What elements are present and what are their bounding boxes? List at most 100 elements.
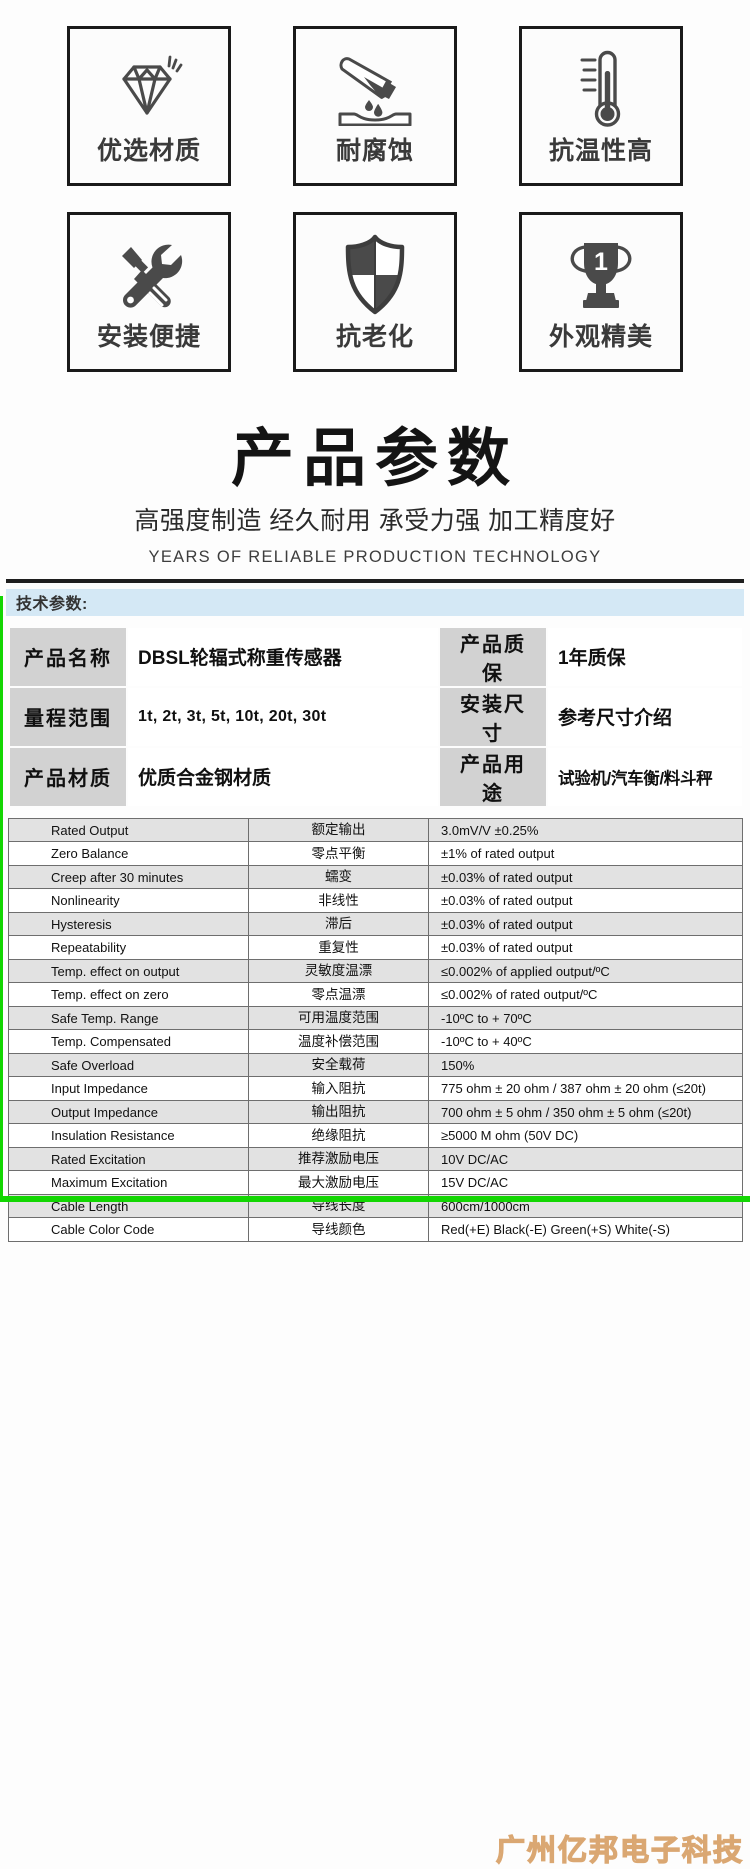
spec-name-cn: 蠕变 bbox=[248, 864, 429, 890]
spec-name-cn: 绝缘阻抗 bbox=[248, 1123, 429, 1148]
table-row: Nonlinearity 非线性 ±0.03% of rated output bbox=[8, 888, 743, 913]
feature-label: 抗老化 bbox=[335, 323, 414, 351]
tools-icon bbox=[109, 229, 189, 321]
spec-value: ±1% of rated output bbox=[428, 841, 743, 866]
info-key: 量程范围 bbox=[8, 685, 128, 748]
spec-name-cn: 最大激励电压 bbox=[248, 1170, 429, 1195]
test-tube-icon bbox=[334, 43, 416, 135]
spec-name-en: Zero Balance bbox=[8, 841, 249, 866]
thermometer-icon bbox=[570, 43, 632, 135]
feature-label: 外观精美 bbox=[548, 323, 653, 351]
spec-name-cn: 推荐激励电压 bbox=[248, 1146, 429, 1172]
spec-value: ≤0.002% of rated output/ºC bbox=[428, 982, 743, 1007]
spec-value: ≥5000 M ohm (50V DC) bbox=[428, 1123, 743, 1148]
spec-name-en: Input Impedance bbox=[8, 1076, 249, 1101]
spec-value: Red(+E) Black(-E) Green(+S) White(-S) bbox=[428, 1217, 743, 1242]
feature-label: 优选材质 bbox=[96, 137, 201, 165]
info-key: 产品材质 bbox=[8, 745, 128, 808]
table-row: Temp. effect on zero 零点温漂 ≤0.002% of rated… bbox=[8, 982, 743, 1007]
spec-value: ±0.03% of rated output bbox=[428, 888, 743, 913]
spec-value: ±0.03% of rated output bbox=[428, 935, 743, 960]
feature-row-1: 优选材质 耐腐蚀 bbox=[67, 26, 683, 186]
spec-name-cn: 安全载荷 bbox=[248, 1052, 429, 1078]
info-key: 安装尺寸 bbox=[438, 685, 548, 748]
info-value: 优质合金钢材质 bbox=[126, 745, 440, 808]
spec-name-en: Temp. Compensated bbox=[8, 1029, 249, 1054]
table-row: 产品材质 优质合金钢材质 产品用途 试验机/汽车衡/料斗秤 bbox=[8, 745, 744, 808]
spec-name-cn: 灵敏度温漂 bbox=[248, 958, 429, 984]
spec-name-cn: 零点平衡 bbox=[248, 841, 429, 866]
spec-name-en: Creep after 30 minutes bbox=[8, 864, 249, 890]
feature-label: 抗温性高 bbox=[548, 137, 653, 165]
shield-icon bbox=[340, 229, 410, 321]
feature-card-anti-aging[interactable]: 抗老化 bbox=[293, 212, 457, 372]
page-title: 产品参数 bbox=[231, 424, 519, 494]
table-row: Input Impedance 输入阻抗 775 ohm ± 20 ohm / 38… bbox=[8, 1076, 743, 1101]
info-key: 产品质保 bbox=[438, 625, 548, 688]
info-value: 1t, 2t, 3t, 5t, 10t, 20t, 30t bbox=[126, 685, 440, 748]
spec-value: 15V DC/AC bbox=[428, 1170, 743, 1195]
svg-text:1: 1 bbox=[594, 248, 608, 276]
info-value: 参考尺寸介绍 bbox=[546, 685, 744, 748]
feature-row-2: 安装便捷 bbox=[67, 212, 683, 372]
table-row: Zero Balance 零点平衡 ±1% of rated output bbox=[8, 841, 743, 866]
feature-card-easy-install[interactable]: 安装便捷 bbox=[67, 212, 231, 372]
info-key: 产品名称 bbox=[8, 625, 128, 688]
spec-name-en: Nonlinearity bbox=[8, 888, 249, 913]
table-row: Output Impedance 输出阻抗 700 ohm ± 5 ohm / 35… bbox=[8, 1099, 743, 1125]
spec-value: ±0.03% of rated output bbox=[428, 911, 743, 937]
spec-name-en: Temp. effect on output bbox=[8, 958, 249, 984]
diamond-icon bbox=[112, 43, 186, 135]
table-row: Rated Output 额定输出 3.0mV/V ±0.25% bbox=[8, 817, 743, 843]
table-row: Safe Overload 安全载荷 150% bbox=[8, 1052, 743, 1078]
spec-name-cn: 输入阻抗 bbox=[248, 1076, 429, 1101]
table-row: Cable Color Code 导线颜色 Red(+E) Black(-E) Gr… bbox=[8, 1217, 743, 1242]
spec-name-cn: 可用温度范围 bbox=[248, 1005, 429, 1031]
spec-name-cn: 温度补偿范围 bbox=[248, 1029, 429, 1054]
spec-value: 3.0mV/V ±0.25% bbox=[428, 817, 743, 843]
spec-name-en: Safe Temp. Range bbox=[8, 1005, 249, 1031]
section-bar-label: 技术参数: bbox=[16, 596, 88, 614]
product-info-table: 产品名称 DBSL轮辐式称重传感器 产品质保 1年质保 量程范围 1t, 2t,… bbox=[8, 625, 744, 808]
spec-name-cn: 滞后 bbox=[248, 911, 429, 937]
spec-name-cn: 导线颜色 bbox=[248, 1217, 429, 1242]
spec-name-en: Rated Output bbox=[8, 817, 249, 843]
table-row: Temp. Compensated 温度补偿范围 -10ºC to + 40ºC bbox=[8, 1029, 743, 1054]
english-tagline: YEARS OF RELIABLE PRODUCTION TECHNOLOGY bbox=[148, 547, 602, 566]
table-row: Safe Temp. Range 可用温度范围 -10ºC to + 70ºC bbox=[8, 1005, 743, 1031]
spec-name-en: Maximum Excitation bbox=[8, 1170, 249, 1195]
table-row: Hysteresis 滞后 ±0.03% of rated output bbox=[8, 911, 743, 937]
trophy-icon: 1 bbox=[561, 229, 641, 321]
table-row: Maximum Excitation 最大激励电压 15V DC/AC bbox=[8, 1170, 743, 1195]
spec-name-en: Cable Color Code bbox=[8, 1217, 249, 1242]
spec-name-en: Hysteresis bbox=[8, 911, 249, 937]
table-row: 产品名称 DBSL轮辐式称重传感器 产品质保 1年质保 bbox=[8, 625, 744, 688]
spec-name-cn: 非线性 bbox=[248, 888, 429, 913]
specification-table: Rated Output 额定输出 3.0mV/V ±0.25% Zero Balan… bbox=[8, 817, 743, 1242]
table-row: Repeatability 重复性 ±0.03% of rated output bbox=[8, 935, 743, 960]
spec-value: 775 ohm ± 20 ohm / 387 ohm ± 20 ohm (≤20… bbox=[428, 1076, 743, 1101]
feature-card-fine-appearance[interactable]: 1 外观精美 bbox=[519, 212, 683, 372]
spec-value: ±0.03% of rated output bbox=[428, 864, 743, 890]
bottom-accent-bar bbox=[0, 1196, 750, 1202]
spec-name-en: Output Impedance bbox=[8, 1099, 249, 1125]
spec-name-en: Temp. effect on zero bbox=[8, 982, 249, 1007]
title-divider bbox=[6, 578, 744, 583]
spec-name-en: Rated Excitation bbox=[8, 1146, 249, 1172]
feature-card-corrosion-resistant[interactable]: 耐腐蚀 bbox=[293, 26, 457, 186]
specification-table-body: Rated Output 额定输出 3.0mV/V ±0.25% Zero Balan… bbox=[8, 817, 743, 1242]
left-accent-bar bbox=[0, 596, 3, 1196]
feature-card-premium-material[interactable]: 优选材质 bbox=[67, 26, 231, 186]
spec-name-en: Repeatability bbox=[8, 935, 249, 960]
title-block: 产品参数 高强度制造 经久耐用 承受力强 加工精度好 YEARS OF RELI… bbox=[0, 426, 750, 567]
table-row: Insulation Resistance 绝缘阻抗 ≥5000 M ohm (50… bbox=[8, 1123, 743, 1148]
section-bar-technical-parameters: 技术参数: bbox=[6, 588, 744, 616]
spec-value: -10ºC to + 70ºC bbox=[428, 1005, 743, 1031]
spec-value: 10V DC/AC bbox=[428, 1146, 743, 1172]
feature-card-temperature-resistant[interactable]: 抗温性高 bbox=[519, 26, 683, 186]
spec-value: -10ºC to + 40ºC bbox=[428, 1029, 743, 1054]
table-row: Temp. effect on output 灵敏度温漂 ≤0.002% of ap… bbox=[8, 958, 743, 984]
info-value: 1年质保 bbox=[546, 625, 744, 688]
feature-grid: 优选材质 耐腐蚀 bbox=[0, 0, 750, 372]
spec-value: 150% bbox=[428, 1052, 743, 1078]
